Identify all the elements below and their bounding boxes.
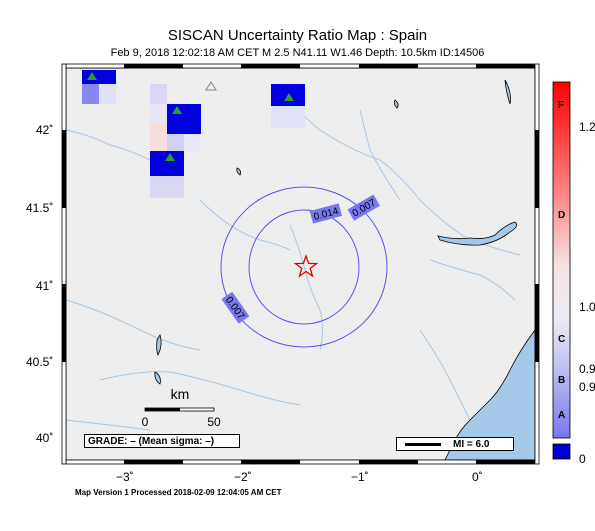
event-subtitle: Feb 9, 2018 12:02:18 AM CET M 2.5 N41.11… [110,47,485,59]
svg-text:0.9: 0.9 [579,362,595,376]
lakes [154,79,518,385]
station-triangle-hollow-icon [205,81,217,91]
svg-text:0˚: 0˚ [472,470,483,484]
svg-text:41˚: 41˚ [36,279,53,293]
mi-legend: MI = 6.0 [396,437,514,451]
processed-footer: Map Version 1 Processed 2018-02-09 12:04… [75,488,282,497]
svg-text:40˚: 40˚ [36,431,53,445]
colorbar: F D C B A 1.2 1.0 0.9 0.9 0 [552,81,595,466]
mi-line-icon [405,443,441,446]
scale-unit: km [171,386,190,402]
svg-text:A: A [558,410,565,421]
map-frame [61,63,540,465]
station-triangle-icon [165,153,175,161]
svg-text:D: D [558,210,565,221]
svg-text:−3˚: −3˚ [116,470,134,484]
latitude-labels: 42˚ 41.5˚ 41˚ 40.5˚ 40˚ [26,123,53,445]
svg-text:C: C [558,334,565,345]
contour-rings [220,186,388,348]
svg-text:41.5˚: 41.5˚ [26,201,53,215]
colorbar-values: 1.2 1.0 0.9 0.9 0 [579,120,595,466]
svg-text:B: B [558,375,565,386]
scale-bar: km 0 50 [142,386,221,429]
svg-text:0: 0 [579,452,586,466]
station-triangle-icon [172,106,182,114]
station-triangle-icon [87,72,97,80]
grade-box: GRADE: – (Mean sigma: –) [84,434,240,448]
svg-text:1.0: 1.0 [579,300,595,314]
svg-text:F: F [558,100,564,111]
svg-text:0.9: 0.9 [579,380,595,394]
colorbar-grade-letters: F D C B A [558,100,565,421]
epicenter-star-icon [293,254,319,278]
svg-text:1.2: 1.2 [579,120,595,134]
longitude-labels: −3˚ −2˚ −1˚ 0˚ [116,470,483,484]
svg-text:0: 0 [142,415,149,429]
mi-label: MI = 6.0 [453,439,490,450]
stations [87,72,294,161]
svg-text:42˚: 42˚ [36,123,53,137]
svg-text:−2˚: −2˚ [234,470,252,484]
rivers [65,89,521,431]
svg-text:40.5˚: 40.5˚ [26,355,53,369]
svg-text:−1˚: −1˚ [351,470,369,484]
uncertainty-cells [82,70,305,198]
map-title: SISCAN Uncertainty Ratio Map : Spain [167,27,428,44]
svg-text:50: 50 [207,415,221,429]
station-triangle-icon [284,93,294,101]
